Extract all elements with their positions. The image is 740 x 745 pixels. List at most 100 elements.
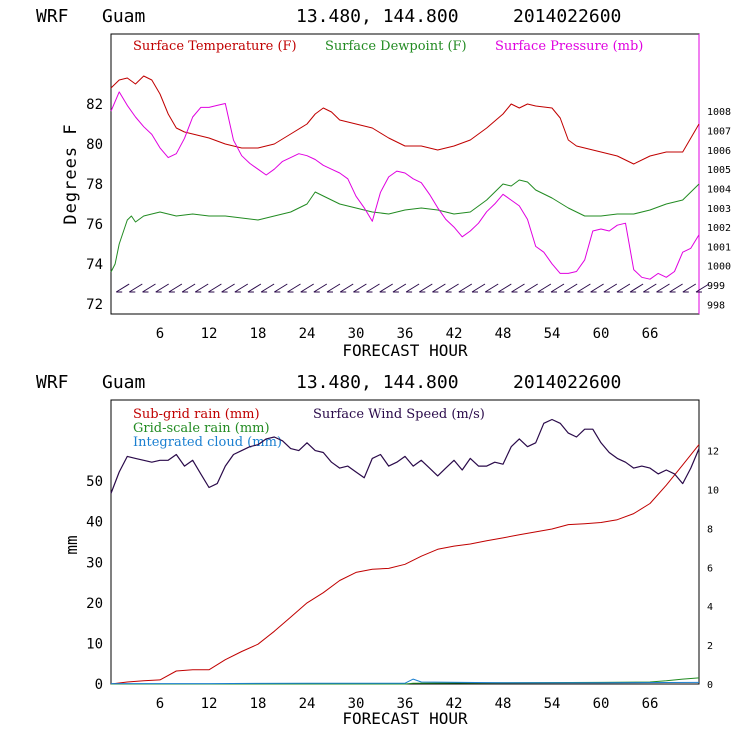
- header-model: WRF: [36, 372, 69, 393]
- wind-barbs: [115, 283, 710, 293]
- wind-barb: [419, 283, 433, 293]
- wind-barb: [300, 283, 314, 293]
- y2-tick-label: 12: [707, 447, 719, 458]
- wind-barb: [168, 283, 183, 293]
- x-tick-labels: 6 12 18 24 30 36 42 48 54 60 66: [156, 326, 659, 342]
- wind-barb: [142, 283, 156, 293]
- x-tick-label: 6: [156, 696, 164, 712]
- wind-barb: [643, 283, 657, 293]
- y2-tick-label: 1006: [707, 146, 731, 157]
- y2-tick-label: 1008: [707, 107, 731, 118]
- wind-barb: [181, 283, 196, 293]
- x-tick-label: 66: [642, 696, 659, 712]
- pressure-tick-labels: 998 999 1000 1001 1002 1003 1004 1005 1006 1007 10…: [707, 107, 731, 311]
- wind-barb: [458, 283, 473, 293]
- header-location: Guam: [102, 372, 145, 393]
- wind-barb: [498, 283, 512, 293]
- x-tick-label: 18: [250, 326, 267, 342]
- precipitation-panel: WRF Guam 13.480, 144.800 2014022600 6 12 1…: [36, 372, 719, 728]
- header-model: WRF: [36, 6, 69, 27]
- subgrid-rain-line: [110, 444, 700, 685]
- x-tick-labels: 6 12 18 24 30 36 42 48 54 60 66: [156, 696, 659, 712]
- y2-tick-label: 8: [707, 524, 713, 535]
- y2-tick-label: 1001: [707, 242, 731, 253]
- wind-barb: [484, 283, 499, 293]
- y-tick-label: 72: [86, 297, 103, 313]
- legend-temperature: Surface Temperature (F): [133, 39, 297, 54]
- legend-integrated-cloud: Integrated cloud (mm): [133, 435, 282, 450]
- wind-barb: [577, 283, 591, 293]
- y-tick-label: 10: [86, 636, 103, 652]
- wind-barb: [669, 283, 683, 293]
- wind-barb: [682, 283, 697, 293]
- temperature-panel: WRF Guam 13.480, 144.800 2014022600 6 12 1…: [36, 6, 731, 360]
- x-tick-label: 36: [397, 326, 414, 342]
- y-tick-label: 74: [86, 257, 103, 273]
- x-tick-label: 60: [593, 326, 610, 342]
- wind-barb: [287, 283, 301, 293]
- wind-barb: [208, 283, 222, 293]
- wind-barb: [247, 283, 262, 293]
- y-tick-label: 78: [86, 177, 103, 193]
- x-tick-label: 54: [544, 326, 561, 342]
- y-tick-label: 40: [86, 515, 103, 531]
- wind-barb: [511, 283, 525, 293]
- x-tick-label: 42: [446, 696, 463, 712]
- header-coords: 13.480, 144.800: [296, 372, 459, 393]
- header-date: 2014022600: [513, 372, 621, 393]
- x-tick-label: 36: [397, 696, 414, 712]
- y2-tick-label: 2: [707, 641, 713, 652]
- wind-barb: [432, 283, 446, 293]
- wind-barb: [695, 283, 710, 293]
- y-tick-labels: 72 74 76 78 80 82: [86, 97, 103, 313]
- x-tick-label: 30: [348, 696, 365, 712]
- wind-barb: [550, 283, 565, 293]
- wind-barb: [274, 283, 288, 293]
- y2-tick-label: 10: [707, 485, 719, 496]
- wind-barb: [524, 283, 538, 293]
- y-tick-label: 0: [95, 677, 103, 693]
- wind-barb: [155, 283, 169, 293]
- wind-barb: [366, 283, 380, 293]
- wind-barb: [392, 283, 407, 293]
- wind-barb: [326, 283, 341, 293]
- wind-barb: [563, 283, 578, 293]
- dewpoint-line: [110, 179, 700, 273]
- x-tick-label: 54: [544, 696, 561, 712]
- temperature-line: [110, 75, 700, 165]
- series-lines: [110, 75, 700, 280]
- y-axis-label: mm: [62, 535, 81, 554]
- x-tick-label: 12: [201, 696, 218, 712]
- wind-barb: [445, 283, 459, 293]
- x-tick-label: 24: [299, 326, 316, 342]
- legend-wind-speed: Surface Wind Speed (m/s): [313, 407, 485, 422]
- y-tick-label: 82: [86, 97, 103, 113]
- y-tick-label: 50: [86, 474, 103, 490]
- x-tick-label: 66: [642, 326, 659, 342]
- x-tick-label: 48: [495, 326, 512, 342]
- legend-gridscale-rain: Grid-scale rain (mm): [133, 421, 270, 436]
- wind-speed-line: [110, 418, 700, 494]
- wind-barb: [194, 283, 209, 293]
- wind-barb: [616, 283, 631, 293]
- x-axis-label: FORECAST HOUR: [342, 341, 468, 360]
- wind-barb: [629, 283, 644, 293]
- wind-tick-labels: 0 2 4 6 8 10 12: [707, 447, 719, 691]
- y-tick-labels: 0 10 20 30 40 50: [86, 474, 103, 693]
- y2-tick-label: 1000: [707, 262, 731, 273]
- x-tick-label: 24: [299, 696, 316, 712]
- y2-tick-label: 6: [707, 563, 713, 574]
- header-date: 2014022600: [513, 6, 621, 27]
- series-lines: [110, 418, 700, 685]
- wind-barb: [260, 283, 275, 293]
- wind-barb: [353, 283, 367, 293]
- wind-barb: [115, 283, 130, 293]
- wind-barb: [656, 283, 670, 293]
- plot-frame: [110, 33, 700, 315]
- y-tick-label: 20: [86, 596, 103, 612]
- header-location: Guam: [102, 6, 145, 27]
- pressure-line: [110, 91, 700, 280]
- y2-tick-label: 998: [707, 300, 725, 311]
